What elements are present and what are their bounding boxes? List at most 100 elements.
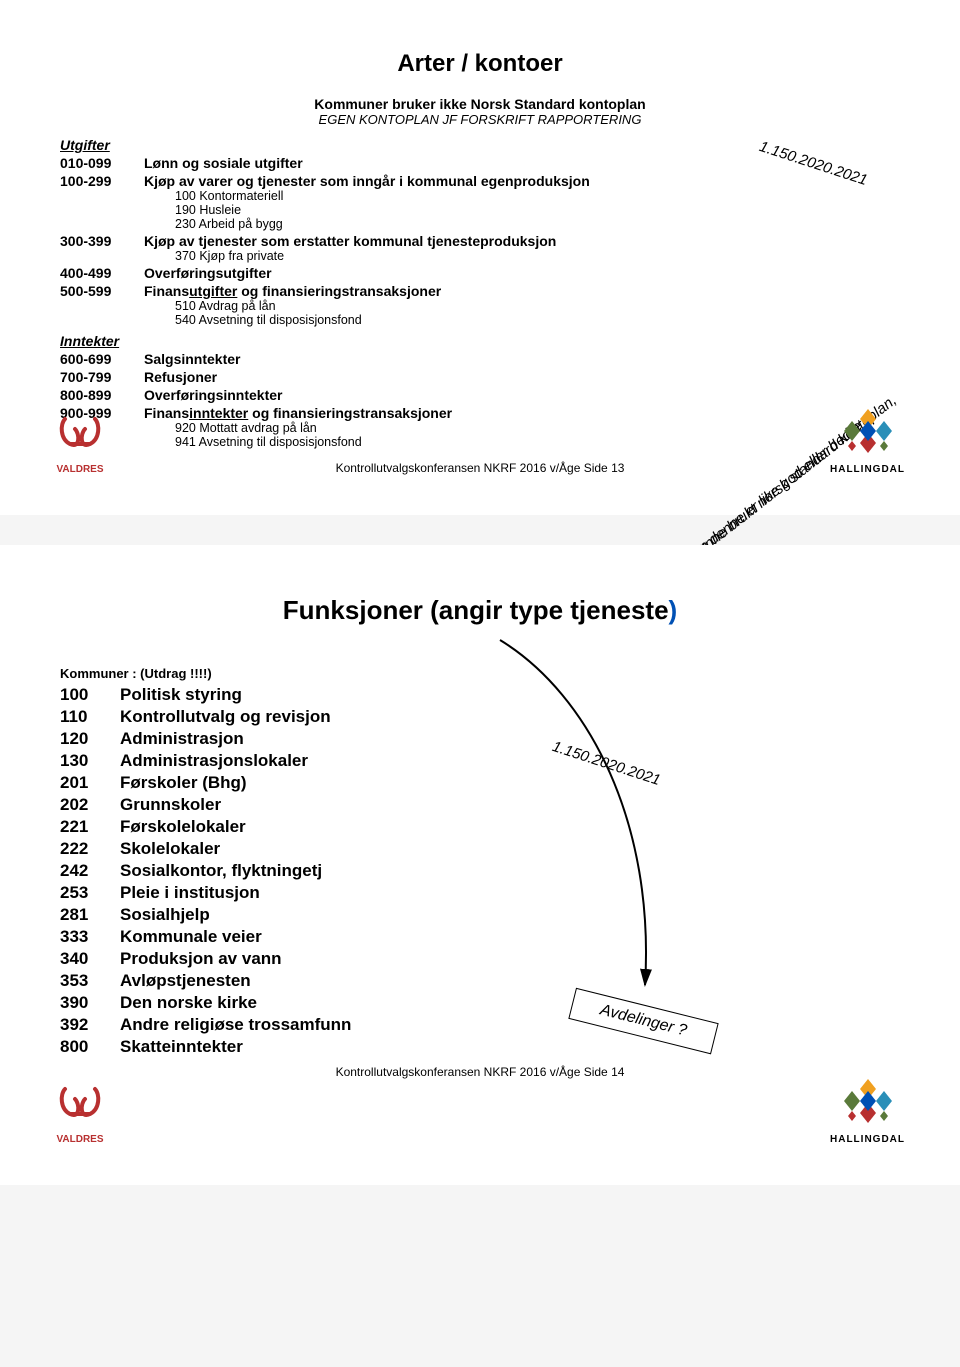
valdres-text: VALDRES [55,1134,105,1145]
label: Andre religiøse trossamfunn [120,1015,351,1035]
table-row: 201Førskoler (Bhg) [60,773,900,793]
table-row: 400-499 Overføringsutgifter [60,265,900,281]
label-underline: inntekter [189,405,248,421]
label-pre: Finans [144,283,189,299]
table-row: 202Grunnskoler [60,795,900,815]
hallingdal-text: HALLINGDAL [830,464,905,475]
label: Salgsinntekter [144,351,240,367]
sub-item: 190 Husleie [175,203,900,217]
slide-title: Arter / kontoer [60,50,900,78]
label-post: og finansieringstransaksjoner [248,405,452,421]
slide-arter: Arter / kontoer Kommuner bruker ikke Nor… [0,0,960,515]
title-text: Funksjoner (angir type tjeneste [283,595,669,625]
table-row: 222Skolelokaler [60,839,900,859]
label: Den norske kirke [120,993,257,1013]
hallingdal-text: HALLINGDAL [830,1134,905,1145]
table-row: 221Førskolelokaler [60,817,900,837]
title-paren: ) [669,595,678,625]
label-underline: utgifter [189,283,237,299]
code: 120 [60,729,120,749]
table-row: 800Skatteinntekter [60,1037,900,1057]
code: 221 [60,817,120,837]
code: 390 [60,993,120,1013]
code: 392 [60,1015,120,1035]
table-row: 110Kontrollutvalg og revisjon [60,707,900,727]
table-row: 242Sosialkontor, flyktningetj [60,861,900,881]
label: Skolelokaler [120,839,220,859]
code: 500-599 [60,283,144,299]
code: 202 [60,795,120,815]
slide-funksjoner: Funksjoner (angir type tjeneste) Kommune… [0,545,960,1185]
table-row: 800-899 Overføringsinntekter [60,387,900,403]
pretzel-icon [55,409,105,457]
hallingdal-logo: HALLINGDAL [830,1077,905,1145]
table-row: 281Sosialhjelp [60,905,900,925]
code: 300-399 [60,233,144,249]
code: 222 [60,839,120,859]
label-pre: Finans [144,405,189,421]
diamond-cluster-icon [840,1077,896,1125]
label: Finansutgifter og finansieringstransaksj… [144,283,441,299]
table-row: 600-699 Salgsinntekter [60,351,900,367]
table-row: 500-599 Finansutgifter og finansieringst… [60,283,900,299]
code: 100-299 [60,173,144,189]
table-row: 340Produksjon av vann [60,949,900,969]
valdres-text: VALDRES [55,464,105,475]
table-row: 300-399 Kjøp av tjenester som erstatter … [60,233,900,249]
code: 010-099 [60,155,144,171]
label: Refusjoner [144,369,217,385]
valdres-logo: VALDRES [55,1079,105,1145]
code: 333 [60,927,120,947]
label: Kjøp av varer og tjenester som inngår i … [144,173,590,189]
subtitle-1: Kommuner bruker ikke Norsk Standard kont… [60,96,900,112]
subtitle-2: EGEN KONTOPLAN JF FORSKRIFT RAPPORTERING [60,112,900,127]
table-row: 100Politisk styring [60,685,900,705]
label: Kontrollutvalg og revisjon [120,707,331,727]
pretzel-icon [55,1079,105,1127]
code: 800-899 [60,387,144,403]
label: Kommunale veier [120,927,262,947]
table-row: 120Administrasjon [60,729,900,749]
table-row: 333Kommunale veier [60,927,900,947]
label: Overføringsinntekter [144,387,282,403]
label: Kjøp av tjenester som erstatter kommunal… [144,233,556,249]
list-heading: Kommuner : (Utdrag !!!!) [60,666,900,681]
table-row: 130Administrasjonslokaler [60,751,900,771]
function-list: 100Politisk styring110Kontrollutvalg og … [60,685,900,1057]
hallingdal-logo: HALLINGDAL [830,407,905,475]
label: Produksjon av vann [120,949,282,969]
label: Politisk styring [120,685,242,705]
sub-item: 540 Avsetning til disposisjonsfond [175,313,900,327]
label: Førskoler (Bhg) [120,773,247,793]
table-row: 700-799 Refusjoner [60,369,900,385]
code: 800 [60,1037,120,1057]
code: 201 [60,773,120,793]
label: Sosialhjelp [120,905,210,925]
code: 400-499 [60,265,144,281]
label: Finansinntekter og finansieringstransaks… [144,405,452,421]
table-row: 100-299 Kjøp av varer og tjenester som i… [60,173,900,189]
label: Administrasjon [120,729,244,749]
sub-item: 920 Mottatt avdrag på lån [175,421,900,435]
label-post: og finansieringstransaksjoner [237,283,441,299]
table-row: 353Avløpstjenesten [60,971,900,991]
label: Skatteinntekter [120,1037,243,1057]
diamond-cluster-icon [840,407,896,455]
sub-item: 941 Avsetning til disposisjonsfond [175,435,900,449]
label: Administrasjonslokaler [120,751,308,771]
code: 340 [60,949,120,969]
heading-inntekter: Inntekter [60,333,900,349]
table-row: 900-999 Finansinntekter og finansierings… [60,405,900,421]
label: Førskolelokaler [120,817,246,837]
table-row: 392Andre religiøse trossamfunn [60,1015,900,1035]
label: Overføringsutgifter [144,265,272,281]
label: Pleie i institusjon [120,883,260,903]
code: 100 [60,685,120,705]
code: 600-699 [60,351,144,367]
label: Lønn og sosiale utgifter [144,155,303,171]
table-row: 253Pleie i institusjon [60,883,900,903]
label: Grunnskoler [120,795,221,815]
code: 253 [60,883,120,903]
sub-item: 510 Avdrag på lån [175,299,900,313]
valdres-logo: VALDRES [55,409,105,475]
